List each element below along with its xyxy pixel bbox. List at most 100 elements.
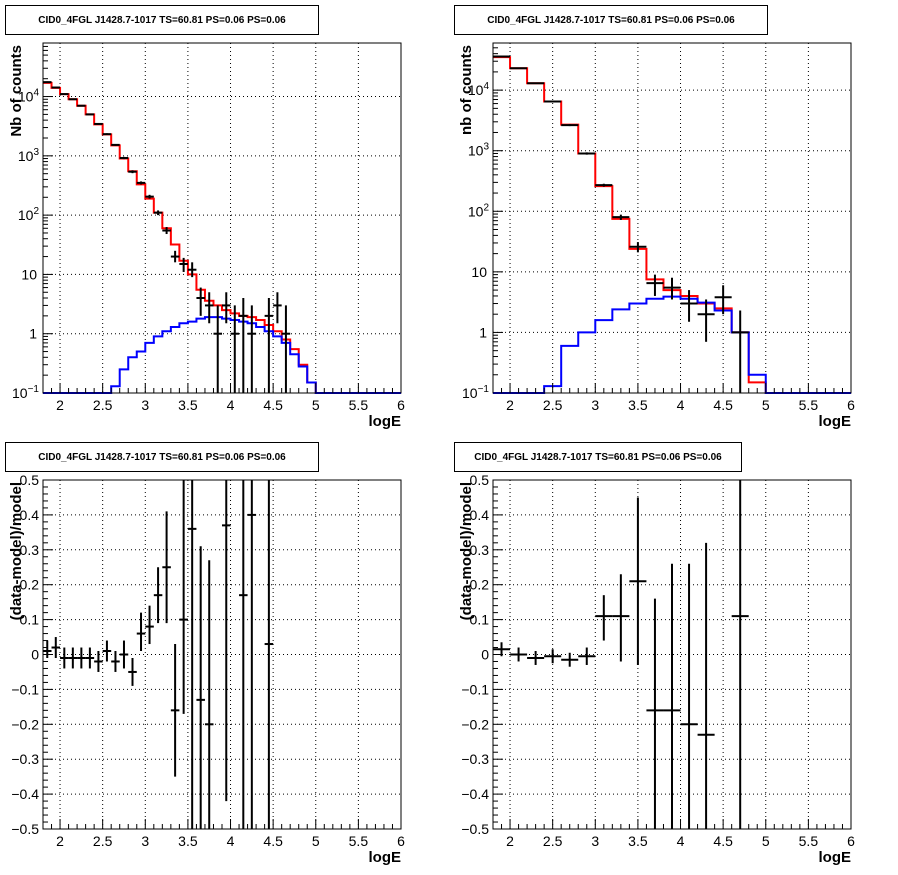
x-tick-label: 5 xyxy=(762,397,770,413)
data-point xyxy=(731,480,749,829)
x-axis-title: logE xyxy=(369,849,402,866)
y-tick-label: 0.1 xyxy=(470,612,490,628)
y-ticks xyxy=(43,479,53,830)
x-tick-label: 4 xyxy=(677,397,685,413)
grid xyxy=(43,480,401,829)
data-point xyxy=(612,574,630,662)
grid xyxy=(493,43,851,393)
x-tick-label: 4.5 xyxy=(263,833,283,849)
x-tick-label: 3.5 xyxy=(628,833,648,849)
model-step-line xyxy=(43,81,401,394)
data-point xyxy=(179,257,188,272)
y-tick-label: 102 xyxy=(18,206,40,223)
data-point xyxy=(145,194,154,199)
plot-frame xyxy=(42,42,402,394)
data-point xyxy=(85,647,95,669)
x-tick-label: 2.5 xyxy=(543,397,563,413)
y-ticks xyxy=(43,42,53,394)
data-point xyxy=(230,305,240,393)
x-tick-label: 5.5 xyxy=(349,397,369,413)
data-point xyxy=(697,542,715,829)
x-tick-label: 4.5 xyxy=(713,397,733,413)
data-point xyxy=(60,93,69,96)
x-tick-label: 2.5 xyxy=(93,397,113,413)
x-tick-label: 5.5 xyxy=(349,833,369,849)
grid xyxy=(43,43,401,393)
y-tick-label: 10−1 xyxy=(12,384,39,401)
y-axis-title: (data-model)/model xyxy=(458,482,475,620)
data-point xyxy=(629,242,647,253)
data-point xyxy=(213,305,222,393)
x-tick-label: 2 xyxy=(506,833,514,849)
data-point xyxy=(102,640,112,662)
data-point xyxy=(162,227,171,235)
x-tick-label: 4 xyxy=(227,397,235,413)
data-point xyxy=(646,598,664,829)
data-point xyxy=(239,480,248,829)
x-tick-label: 3 xyxy=(141,833,149,849)
data-point xyxy=(153,210,163,216)
data-point xyxy=(51,86,61,89)
x-tick-label: 2.5 xyxy=(93,833,113,849)
plot-title-top-right: CID0_4FGL J1428.7-1017 TS=60.81 PS=0.06 … xyxy=(454,5,768,35)
data-point xyxy=(595,595,613,641)
y-tick-label: 0 xyxy=(31,647,39,663)
data-point xyxy=(222,480,231,802)
data-point xyxy=(119,156,129,160)
y-tick-label: 0.3 xyxy=(470,542,490,558)
x-axis-title: logE xyxy=(369,413,402,430)
y-tick-label: 103 xyxy=(468,142,490,159)
x-tick-label: 2 xyxy=(56,397,64,413)
data-point xyxy=(663,563,681,829)
data-point xyxy=(595,183,613,187)
data-point xyxy=(510,67,528,70)
y-tick-label: −0.4 xyxy=(461,786,489,802)
data-point xyxy=(680,290,698,322)
x-ticks xyxy=(492,819,852,829)
data-point xyxy=(697,299,715,342)
x-axis-title: logE xyxy=(819,413,852,430)
y-tick-label: 1 xyxy=(479,324,487,340)
data-point xyxy=(510,647,528,662)
data-point xyxy=(629,497,647,665)
y-tick-label: 10 xyxy=(21,266,37,282)
data-point xyxy=(187,262,197,278)
x-tick-label: 3.5 xyxy=(178,833,198,849)
y-tick-label: 0.2 xyxy=(470,577,490,593)
data-point xyxy=(204,292,214,324)
data-point xyxy=(493,642,511,657)
data-point xyxy=(51,637,61,658)
data-point xyxy=(663,277,681,300)
chart-pad-3: 2 2.5 3 3.5 4 4.5 5 5.5 6 −0.5 −0.4 −0.3 −0.2 −0.1 0 0.… xyxy=(8,472,405,866)
data-point xyxy=(77,647,86,669)
data-point xyxy=(102,133,112,136)
y-tick-label: 102 xyxy=(468,202,490,219)
data-point xyxy=(561,652,579,667)
x-ticks xyxy=(42,819,402,829)
data-point xyxy=(264,480,274,829)
data-point xyxy=(731,310,749,393)
x-tick-label: 5.5 xyxy=(799,833,819,849)
data-point xyxy=(239,298,248,393)
x-axis-title: logE xyxy=(819,849,852,866)
data-point xyxy=(527,651,545,665)
data-point xyxy=(196,287,205,316)
x-tick-label: 2 xyxy=(506,397,514,413)
data-point xyxy=(264,298,274,393)
x-tick-label: 6 xyxy=(397,833,405,849)
plot-title-bottom-left: CID0_4FGL J1428.7-1017 TS=60.81 PS=0.06 … xyxy=(5,442,319,472)
plot-frame xyxy=(492,42,852,394)
plot-title-bottom-right: CID0_4FGL J1428.7-1017 TS=60.81 PS=0.06 … xyxy=(454,442,742,472)
y-tick-label: −0.3 xyxy=(461,751,489,767)
y-tick-label: −0.3 xyxy=(11,751,39,767)
y-tick-label: 0.5 xyxy=(20,472,40,488)
x-tick-label: 6 xyxy=(397,397,405,413)
model-step-line xyxy=(493,295,851,394)
data-point xyxy=(68,647,78,669)
data-point xyxy=(247,305,257,393)
y-tick-label: 0.4 xyxy=(470,507,490,523)
data-point xyxy=(60,647,69,669)
model-step-line xyxy=(493,56,851,394)
x-ticks xyxy=(492,383,852,393)
